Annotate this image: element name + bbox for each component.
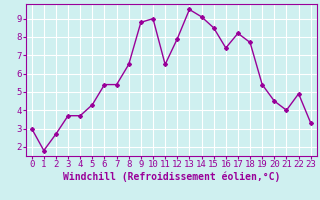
X-axis label: Windchill (Refroidissement éolien,°C): Windchill (Refroidissement éolien,°C) — [62, 172, 280, 182]
